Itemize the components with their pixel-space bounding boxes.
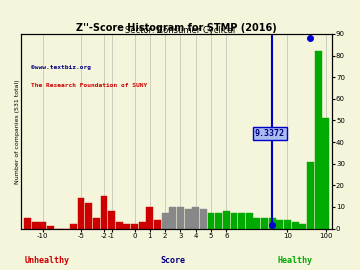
Bar [78, 198, 85, 229]
Bar [292, 222, 298, 229]
Bar [322, 118, 329, 229]
Bar [177, 207, 184, 229]
Bar [185, 209, 192, 229]
Text: ©www.textbiz.org: ©www.textbiz.org [31, 65, 91, 70]
Bar [230, 214, 237, 229]
Bar [307, 161, 314, 229]
Bar [192, 207, 199, 229]
Bar [315, 51, 321, 229]
Text: Sector: Consumer Cyclical: Sector: Consumer Cyclical [125, 26, 235, 35]
Bar [123, 224, 130, 229]
Bar [131, 224, 138, 229]
Text: Healthy: Healthy [278, 256, 313, 265]
Bar [70, 224, 77, 229]
Bar [24, 218, 31, 229]
Bar [100, 196, 107, 229]
Bar [246, 214, 253, 229]
Text: Score: Score [160, 256, 185, 265]
Y-axis label: Number of companies (531 total): Number of companies (531 total) [15, 79, 20, 184]
Bar [223, 211, 230, 229]
Bar [261, 218, 268, 229]
Bar [162, 214, 168, 229]
Bar [208, 214, 215, 229]
Bar [93, 218, 100, 229]
Text: The Research Foundation of SUNY: The Research Foundation of SUNY [31, 83, 147, 87]
Bar [147, 207, 153, 229]
Bar [215, 214, 222, 229]
Bar [47, 227, 54, 229]
Bar [284, 220, 291, 229]
Bar [169, 207, 176, 229]
Text: 9.3372: 9.3372 [255, 129, 285, 138]
Bar [116, 222, 123, 229]
Bar [253, 218, 260, 229]
Bar [39, 222, 46, 229]
Bar [276, 220, 283, 229]
Bar [238, 214, 245, 229]
Bar [32, 222, 39, 229]
Title: Z''-Score Histogram for STMP (2016): Z''-Score Histogram for STMP (2016) [76, 23, 277, 33]
Bar [85, 203, 92, 229]
Bar [200, 209, 207, 229]
Bar [299, 224, 306, 229]
Bar [269, 218, 276, 229]
Bar [154, 220, 161, 229]
Text: Unhealthy: Unhealthy [24, 256, 69, 265]
Bar [108, 211, 115, 229]
Bar [139, 222, 146, 229]
